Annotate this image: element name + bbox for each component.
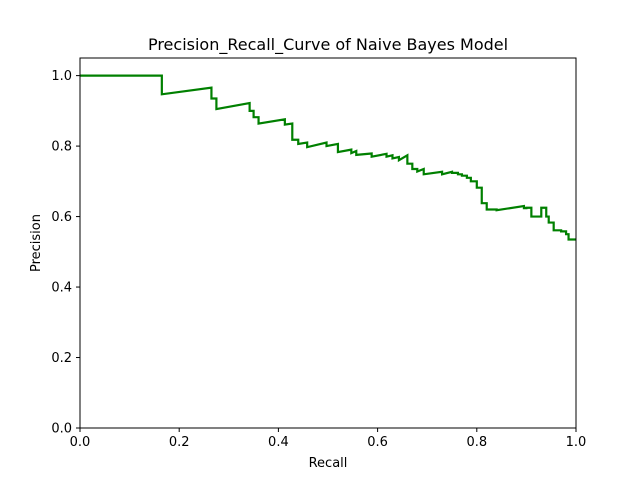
y-tick-label: 0.2 (51, 351, 72, 366)
x-tick-label: 0.0 (70, 435, 91, 450)
plot-frame (79, 57, 577, 429)
x-tick-label: 1.0 (566, 435, 587, 450)
precision-recall-curve (80, 74, 576, 241)
x-tick-label: 0.4 (268, 435, 289, 450)
y-tick-label: 0.6 (51, 210, 72, 225)
y-axis-ticks: 0.0 0.2 0.4 0.6 0.8 1.0 (51, 69, 80, 437)
y-tick-label: 0.4 (51, 281, 72, 296)
x-tick-label: 0.8 (466, 435, 487, 450)
x-axis-label: Recall (309, 456, 348, 471)
y-tick-label: 0.0 (51, 422, 72, 437)
y-tick-label: 0.8 (51, 140, 72, 155)
x-tick-label: 0.2 (169, 435, 190, 450)
x-tick-label: 0.6 (367, 435, 388, 450)
chart-title: Precision_Recall_Curve of Naive Bayes Mo… (148, 35, 508, 55)
series-layer (80, 74, 576, 241)
y-tick-label: 1.0 (51, 69, 72, 84)
x-axis-ticks: 0.0 0.2 0.4 0.6 0.8 1.0 (70, 428, 587, 450)
y-axis-label: Precision (29, 214, 44, 272)
plot-area (80, 58, 576, 428)
